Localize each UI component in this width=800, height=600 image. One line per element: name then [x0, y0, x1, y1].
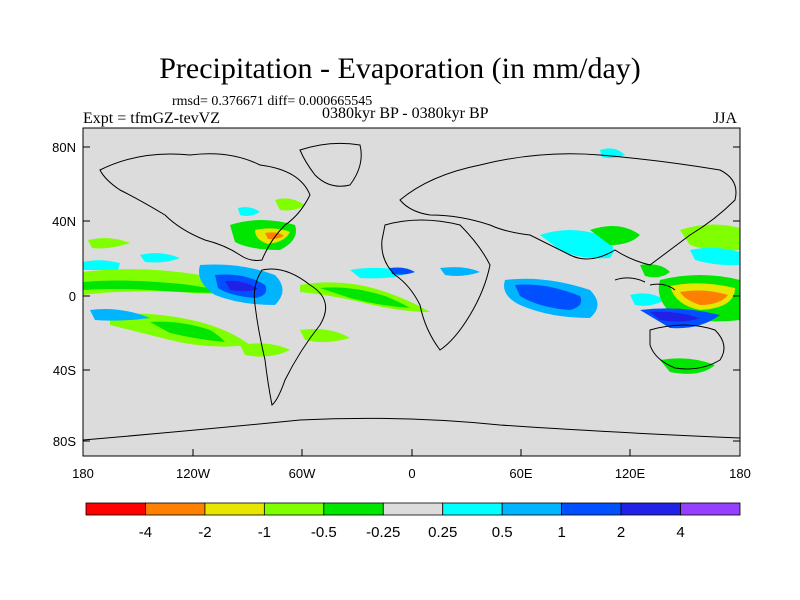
colorbar-label: -0.25: [366, 524, 400, 541]
colorbar-label: 0.5: [492, 524, 513, 541]
field-patch: [515, 284, 582, 310]
lon-label: 180: [729, 466, 751, 481]
colorbar-label: 0.25: [428, 524, 457, 541]
lat-label: 80S: [53, 434, 76, 449]
field-patch: [320, 287, 410, 308]
field-patch: [630, 293, 665, 306]
coastline-greenland: [299, 142, 362, 187]
colorbar-label: 4: [676, 524, 684, 541]
field-patch: [265, 232, 284, 240]
colorbar-label: -4: [139, 524, 152, 541]
colorbar: -4 -2 -1 -0.5 -0.25 0.25 0.5 1 2 4: [85, 502, 741, 541]
field-patch: [440, 267, 480, 276]
lon-label: 120E: [615, 466, 646, 481]
field-patch: [150, 321, 225, 342]
experiment-label: Expt = tfmGZ-tevVZ: [83, 110, 220, 127]
field-patch: [240, 343, 290, 357]
coastline-south-america: [253, 268, 327, 406]
field-patch: [238, 207, 260, 216]
colorbar-label: -0.5: [311, 524, 337, 541]
lon-label: 180: [72, 466, 94, 481]
colorbar-swatch: [382, 502, 444, 516]
coastline-north-america: [99, 153, 311, 261]
colorbar-swatch: [263, 502, 325, 516]
lon-label: 0: [408, 466, 415, 481]
season-label: JJA: [713, 110, 738, 127]
field-patch: [390, 267, 415, 275]
lat-label: 80N: [52, 140, 76, 155]
colorbar-swatch: [145, 502, 206, 516]
period-label: 0380kyr BP - 0380kyr BP: [322, 105, 489, 122]
field-patch: [225, 280, 258, 292]
field-patch: [660, 358, 715, 374]
rmsd-subtitle: rmsd= 0.376671 diff= 0.000665545: [172, 94, 373, 109]
colorbar-swatch: [501, 502, 563, 516]
colorbar-swatch: [620, 502, 681, 516]
coastlines: [83, 142, 740, 441]
field-patch: [83, 280, 235, 293]
field-patch: [300, 329, 350, 343]
field-patch: [650, 311, 700, 322]
lat-label: 40N: [52, 214, 76, 229]
colorbar-swatch: [323, 502, 384, 516]
anomaly-fields: [83, 148, 740, 374]
coastline-antarctica: [83, 417, 740, 441]
colorbar-label: 1: [557, 524, 565, 541]
coastline-indonesia: [614, 277, 676, 291]
lon-label: 60W: [289, 466, 316, 481]
colorbar-swatch: [204, 502, 265, 516]
lat-label: 0: [69, 289, 76, 304]
field-patch: [590, 226, 640, 245]
field-patch: [90, 309, 150, 321]
field-patch: [88, 238, 130, 249]
colorbar-swatch: [680, 502, 741, 516]
colorbar-label: -2: [198, 524, 211, 541]
colorbar-swatch: [442, 502, 503, 516]
lat-label: 40S: [53, 363, 76, 378]
colorbar-label: 2: [617, 524, 625, 541]
field-patch: [140, 253, 180, 263]
coastline-africa: [381, 219, 491, 351]
lon-label: 120W: [176, 466, 211, 481]
field-patch: [83, 260, 120, 270]
colorbar-label: -1: [258, 524, 271, 541]
axis-ticks: [83, 146, 740, 456]
colorbar-swatch: [561, 502, 622, 516]
field-patch: [640, 264, 670, 278]
field-patch: [680, 224, 740, 251]
field-patch: [540, 230, 614, 259]
coastline-eurasia: [399, 153, 737, 266]
map-title: Precipitation - Evaporation (in mm/day): [159, 52, 641, 85]
colorbar-swatch: [85, 502, 146, 516]
coastline-australia: [649, 324, 725, 370]
field-patch: [275, 198, 305, 211]
field-patch: [680, 290, 728, 305]
field-patch: [690, 247, 740, 266]
lon-label: 60E: [509, 466, 532, 481]
